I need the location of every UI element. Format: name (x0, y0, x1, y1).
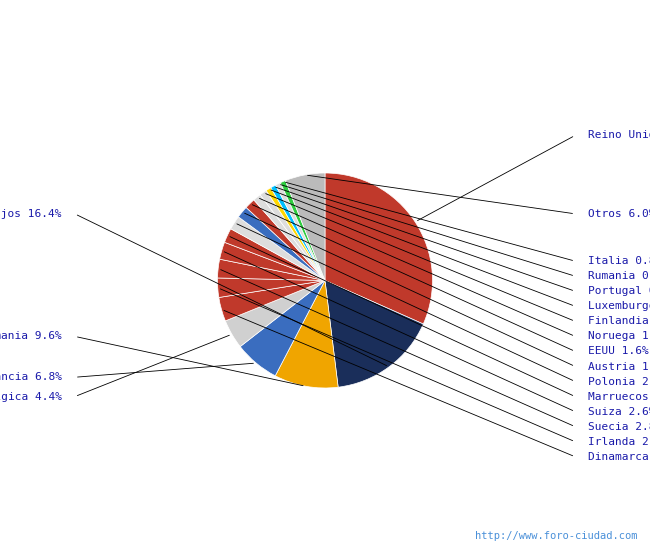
Text: Alhaurín el Grande - Turistas extranjeros según país - Octubre de 2024: Alhaurín el Grande - Turistas extranjero… (19, 16, 631, 33)
Wedge shape (220, 243, 325, 280)
Wedge shape (285, 173, 325, 280)
Text: Irlanda 2.9%: Irlanda 2.9% (588, 437, 650, 447)
Text: Austria 1.8%: Austria 1.8% (588, 361, 650, 371)
Wedge shape (275, 280, 338, 388)
Wedge shape (280, 180, 325, 280)
Text: Suiza 2.6%: Suiza 2.6% (588, 406, 650, 417)
Text: Suecia 2.8%: Suecia 2.8% (588, 422, 650, 432)
Wedge shape (325, 280, 423, 387)
Wedge shape (240, 280, 325, 376)
Text: Marruecos 2.2%: Marruecos 2.2% (588, 392, 650, 402)
Text: Portugal 0.8%: Portugal 0.8% (588, 286, 650, 296)
Wedge shape (231, 217, 325, 280)
Wedge shape (226, 280, 325, 346)
Wedge shape (266, 188, 325, 280)
Text: Finlandia 1.1%: Finlandia 1.1% (588, 316, 650, 326)
Wedge shape (260, 190, 325, 280)
Text: Países Bajos 16.4%: Países Bajos 16.4% (0, 208, 62, 219)
Wedge shape (325, 173, 432, 324)
Text: Alemania 9.6%: Alemania 9.6% (0, 332, 62, 342)
Text: EEUU 1.6%: EEUU 1.6% (588, 346, 649, 356)
Wedge shape (218, 278, 325, 298)
Text: http://www.foro-ciudad.com: http://www.foro-ciudad.com (474, 531, 637, 541)
Wedge shape (224, 229, 325, 280)
Wedge shape (246, 200, 325, 280)
Text: Dinamarca 3.6%: Dinamarca 3.6% (588, 452, 650, 462)
Text: Bélgica 4.4%: Bélgica 4.4% (0, 392, 62, 402)
Text: Francia 6.8%: Francia 6.8% (0, 372, 62, 382)
Text: Otros 6.0%: Otros 6.0% (588, 209, 650, 219)
Text: Italia 0.8%: Italia 0.8% (588, 256, 650, 266)
Text: Reino Unido 31.6%: Reino Unido 31.6% (588, 130, 650, 140)
Text: Rumania 0.8%: Rumania 0.8% (588, 271, 650, 281)
Wedge shape (271, 185, 325, 280)
Wedge shape (239, 207, 325, 280)
Wedge shape (254, 195, 325, 280)
Wedge shape (219, 280, 325, 321)
Wedge shape (276, 183, 325, 280)
Text: Luxemburgo 0.8%: Luxemburgo 0.8% (588, 301, 650, 311)
Text: Noruega 1.2%: Noruega 1.2% (588, 332, 650, 342)
Text: Polonia 2.1%: Polonia 2.1% (588, 377, 650, 387)
Wedge shape (218, 259, 325, 281)
